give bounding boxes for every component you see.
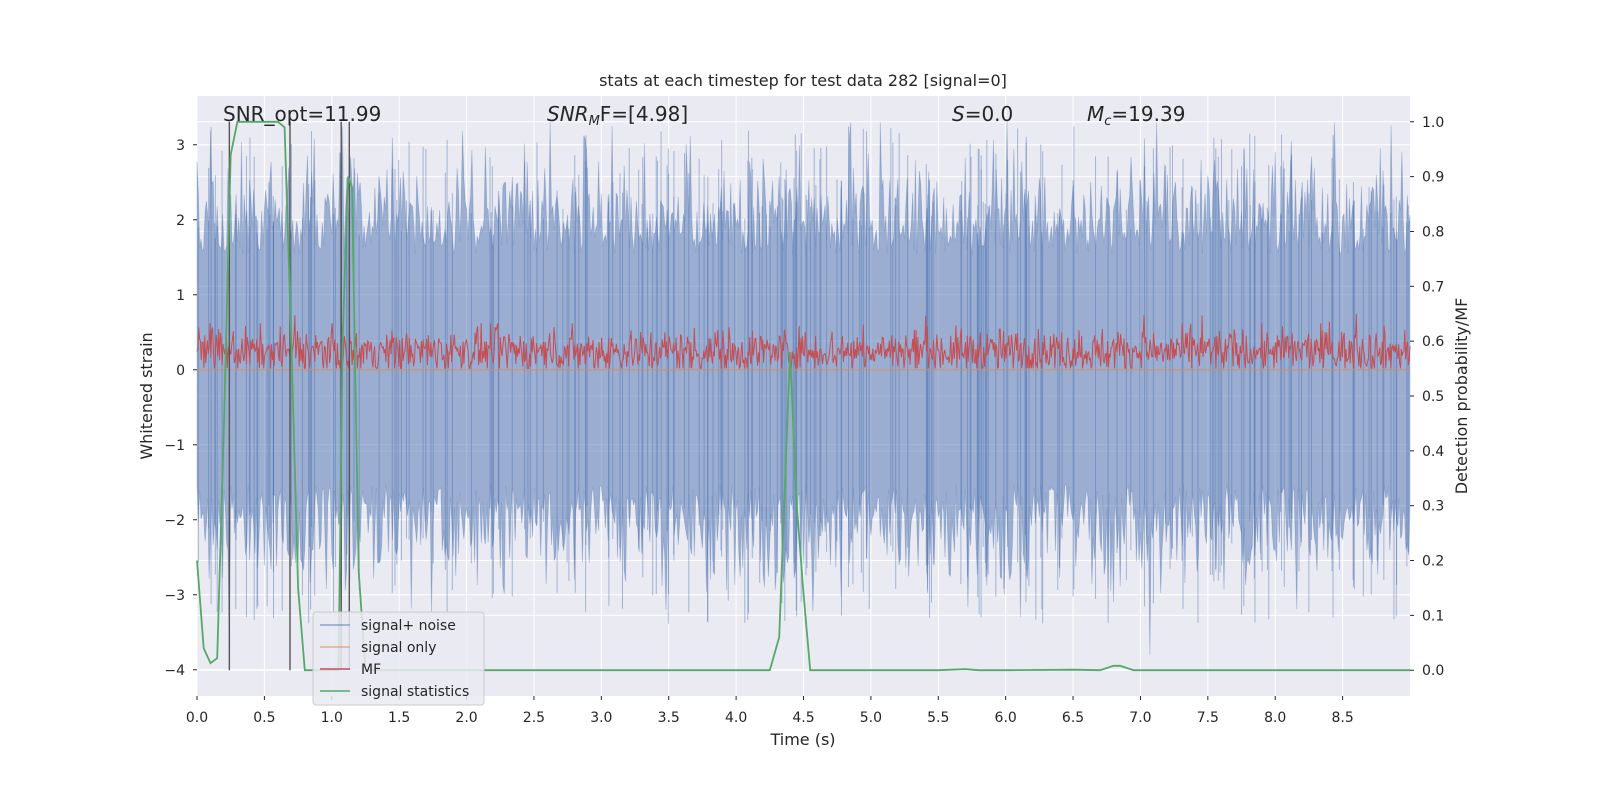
y-axis-right-label: Detection probability/MF [1452, 298, 1471, 495]
x-tick-label-16: 8.0 [1264, 710, 1286, 726]
x-tick-label-10: 5.0 [860, 710, 882, 726]
legend-box [312, 611, 485, 706]
yl-tick-label-4: 0 [176, 363, 185, 379]
series-mf [196, 313, 1411, 370]
yr-tick-label-10: 1.0 [1422, 115, 1444, 131]
x-tick-label-13: 6.5 [1062, 710, 1084, 726]
yl-tick-label-1: −3 [164, 588, 185, 604]
x-tick-label-7: 3.5 [658, 710, 680, 726]
annotation-s: S=0.0 [952, 102, 1013, 126]
chart-title: stats at each timestep for test data 282… [599, 71, 1007, 90]
yr-tick-label-2: 0.2 [1422, 554, 1444, 570]
yr-tick-label-4: 0.4 [1422, 444, 1444, 460]
annotation-snr-mf: SNRMF=[4.98] [547, 102, 688, 129]
x-tick-label-4: 2.0 [455, 710, 477, 726]
mf-line [196, 313, 1411, 370]
x-tick-label-17: 8.5 [1331, 710, 1353, 726]
legend: signal+ noise signal only MF signal stat… [312, 611, 485, 706]
legend-label-signal-noise: signal+ noise [361, 618, 456, 634]
annotation-snr-opt: SNR_opt=11.99 [223, 102, 381, 126]
legend-label-mf: MF [361, 662, 381, 678]
x-tick-label-15: 7.5 [1197, 710, 1219, 726]
yl-tick-label-2: −2 [164, 513, 185, 529]
yl-tick-label-5: 1 [176, 288, 185, 304]
x-tick-label-3: 1.5 [388, 710, 410, 726]
x-tick-label-2: 1.0 [321, 710, 343, 726]
signal-noise-band [196, 122, 1411, 655]
yl-tick-label-3: −1 [164, 438, 185, 454]
x-tick-label-12: 6.0 [995, 710, 1017, 726]
yr-tick-label-9: 0.9 [1422, 170, 1444, 186]
yl-tick-label-0: −4 [164, 663, 185, 679]
yl-tick-label-6: 2 [176, 213, 185, 229]
x-tick-label-5: 2.5 [523, 710, 545, 726]
x-tick-label-6: 3.0 [590, 710, 612, 726]
x-tick-label-11: 5.5 [927, 710, 949, 726]
yr-tick-label-0: 0.0 [1422, 663, 1444, 679]
x-tick-label-1: 0.5 [253, 710, 275, 726]
x-axis-ticks: 0.0 0.5 1.0 1.5 2.0 2.5 3.0 3.5 4.0 4.5 5.0 5.5 6.0 6… [186, 696, 1354, 726]
x-tick-label-9: 4.5 [792, 710, 814, 726]
x-axis-label: Time (s) [769, 730, 835, 749]
series-signal-noise [196, 122, 1411, 655]
yr-tick-label-1: 0.1 [1422, 608, 1444, 624]
yr-tick-label-7: 0.7 [1422, 279, 1444, 295]
yl-tick-label-7: 3 [176, 138, 185, 154]
yr-tick-label-8: 0.8 [1422, 224, 1444, 240]
yr-tick-label-3: 0.3 [1422, 499, 1444, 515]
x-tick-label-14: 7.0 [1129, 710, 1151, 726]
legend-label-signal-statistics: signal statistics [361, 684, 469, 700]
annotation-mc: Mc=19.39 [1087, 102, 1185, 129]
x-tick-label-0: 0.0 [186, 710, 208, 726]
y-axis-left-ticks: −4 −3 −2 −1 0 1 2 3 [164, 138, 197, 679]
yr-tick-label-5: 0.5 [1422, 389, 1444, 405]
legend-label-signal-only: signal only [361, 640, 436, 656]
yr-tick-label-6: 0.6 [1422, 334, 1444, 350]
x-tick-label-8: 4.0 [725, 710, 747, 726]
y-axis-right-ticks: 0.0 0.1 0.2 0.3 0.4 0.5 0.6 0.7 0.8 0.9 1.0 [1410, 115, 1444, 679]
y-axis-left-label: Whitened strain [137, 332, 156, 459]
